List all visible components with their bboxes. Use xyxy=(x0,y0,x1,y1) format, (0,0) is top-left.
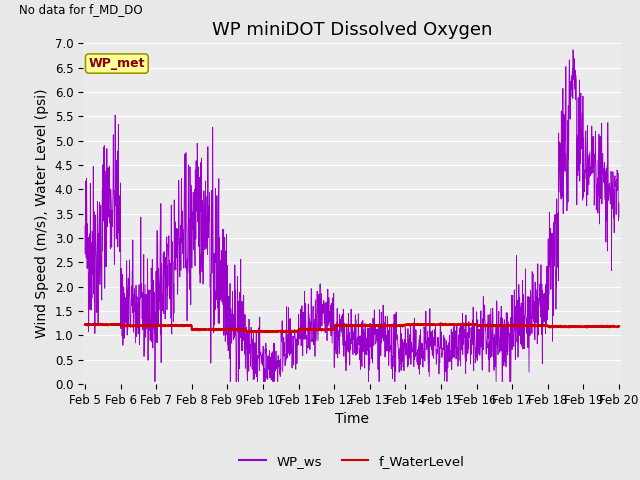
WP_ws xyxy=(108,208,116,214)
f_WaterLevel xyxy=(502,323,510,328)
WP_ws xyxy=(600,179,608,184)
f_WaterLevel xyxy=(600,324,607,329)
f_WaterLevel xyxy=(615,324,623,329)
X-axis label: Time: Time xyxy=(335,412,369,426)
Legend: WP_ws, f_WaterLevel: WP_ws, f_WaterLevel xyxy=(234,449,470,473)
f_WaterLevel xyxy=(327,327,335,333)
Y-axis label: Wind Speed (m/s), Water Level (psi): Wind Speed (m/s), Water Level (psi) xyxy=(35,89,49,338)
WP_ws xyxy=(151,379,159,384)
Text: WP_met: WP_met xyxy=(88,57,145,70)
Line: f_WaterLevel: f_WaterLevel xyxy=(85,324,619,332)
Text: No data for f_MD_DO: No data for f_MD_DO xyxy=(19,3,142,16)
f_WaterLevel xyxy=(341,323,349,329)
WP_ws xyxy=(341,342,349,348)
WP_ws xyxy=(569,47,577,53)
WP_ws xyxy=(600,167,607,172)
WP_ws xyxy=(615,214,623,220)
WP_ws xyxy=(327,302,335,308)
WP_ws xyxy=(502,333,509,339)
f_WaterLevel xyxy=(108,322,116,328)
f_WaterLevel xyxy=(281,329,289,335)
f_WaterLevel xyxy=(438,321,445,326)
f_WaterLevel xyxy=(81,322,89,327)
Title: WP miniDOT Dissolved Oxygen: WP miniDOT Dissolved Oxygen xyxy=(212,21,492,39)
Line: WP_ws: WP_ws xyxy=(85,50,619,382)
WP_ws xyxy=(81,223,89,229)
f_WaterLevel xyxy=(600,324,608,329)
